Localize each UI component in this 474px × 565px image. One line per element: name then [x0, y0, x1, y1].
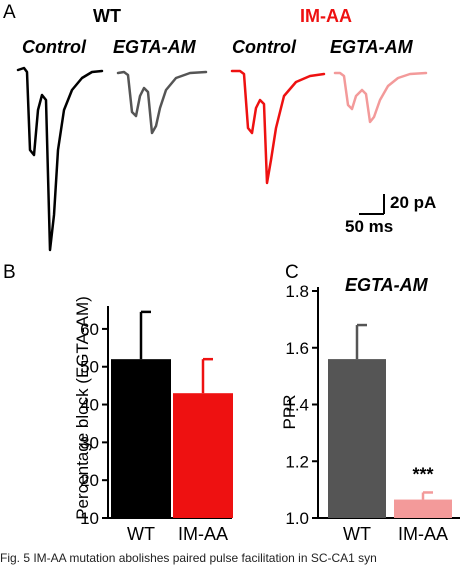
scale-bar	[359, 194, 385, 215]
panel-b-chart: Percentage block (EGTA-AM) 10 20 30 40 50 60 W…	[73, 296, 233, 544]
condition-label-wt-control: Control	[22, 37, 86, 57]
group-label-im-aa: IM-AA	[300, 6, 352, 26]
panel-c-ytick-label: 1.8	[285, 282, 309, 301]
panel-a-traces	[16, 66, 428, 252]
panel-c-category-label: WT	[343, 524, 371, 544]
panel-b-bar-wt	[111, 359, 171, 518]
panel-c-bar-im-aa	[394, 499, 452, 518]
trace-imaa-egta	[333, 71, 428, 124]
panel-c-letter: C	[285, 262, 299, 283]
panel-b-bar-im-aa	[173, 393, 233, 518]
scale-bar-amplitude-label: 20 pA	[390, 193, 437, 212]
panel-b-ytick-label: 20	[80, 471, 99, 490]
panel-c-ylabel: PPR	[280, 395, 299, 430]
panel-c-ytick-label: 1.2	[285, 452, 309, 471]
panel-c-ytick-label: 1.4	[285, 396, 309, 415]
panel-c-bar-wt	[328, 359, 386, 518]
condition-label-imaa-control: Control	[232, 37, 296, 57]
panel-b-letter: B	[3, 262, 16, 283]
panel-b-ytick-label: 10	[80, 509, 99, 528]
trace-wt-control	[16, 66, 104, 252]
panel-b-category-label: WT	[127, 524, 155, 544]
group-label-wt: WT	[93, 6, 121, 26]
condition-label-imaa-egta: EGTA-AM	[330, 37, 413, 57]
panel-c-ytick-label: 1.6	[285, 339, 309, 358]
panel-b-ytick-label: 30	[80, 433, 99, 452]
scale-bar-time-label: 50 ms	[345, 217, 394, 236]
panel-b-ylabel: Percentage block (EGTA-AM)	[73, 296, 92, 520]
panel-b-ytick-label: 60	[80, 320, 99, 339]
panel-b-ytick-label: 40	[80, 396, 99, 415]
trace-imaa-control	[230, 69, 326, 185]
figure-caption: Fig. 5 IM-AA mutation abolishes paired p…	[0, 551, 377, 565]
panel-b-category-label: IM-AA	[178, 524, 228, 544]
panel-a-letter: A	[3, 2, 16, 23]
panel-b-ytick-label: 50	[80, 358, 99, 377]
panel-c-significance-annotation: ***	[412, 464, 433, 484]
condition-label-wt-egta: EGTA-AM	[113, 37, 196, 57]
panel-c-title: EGTA-AM	[345, 275, 428, 295]
panel-c-ytick-label: 1.0	[285, 509, 309, 528]
panel-c-chart: PPR 1.0 1.2 1.4 1.6 1.8 WT IM-AA ***	[280, 282, 460, 544]
panel-c-category-label: IM-AA	[398, 524, 448, 544]
trace-wt-egta	[116, 70, 208, 135]
